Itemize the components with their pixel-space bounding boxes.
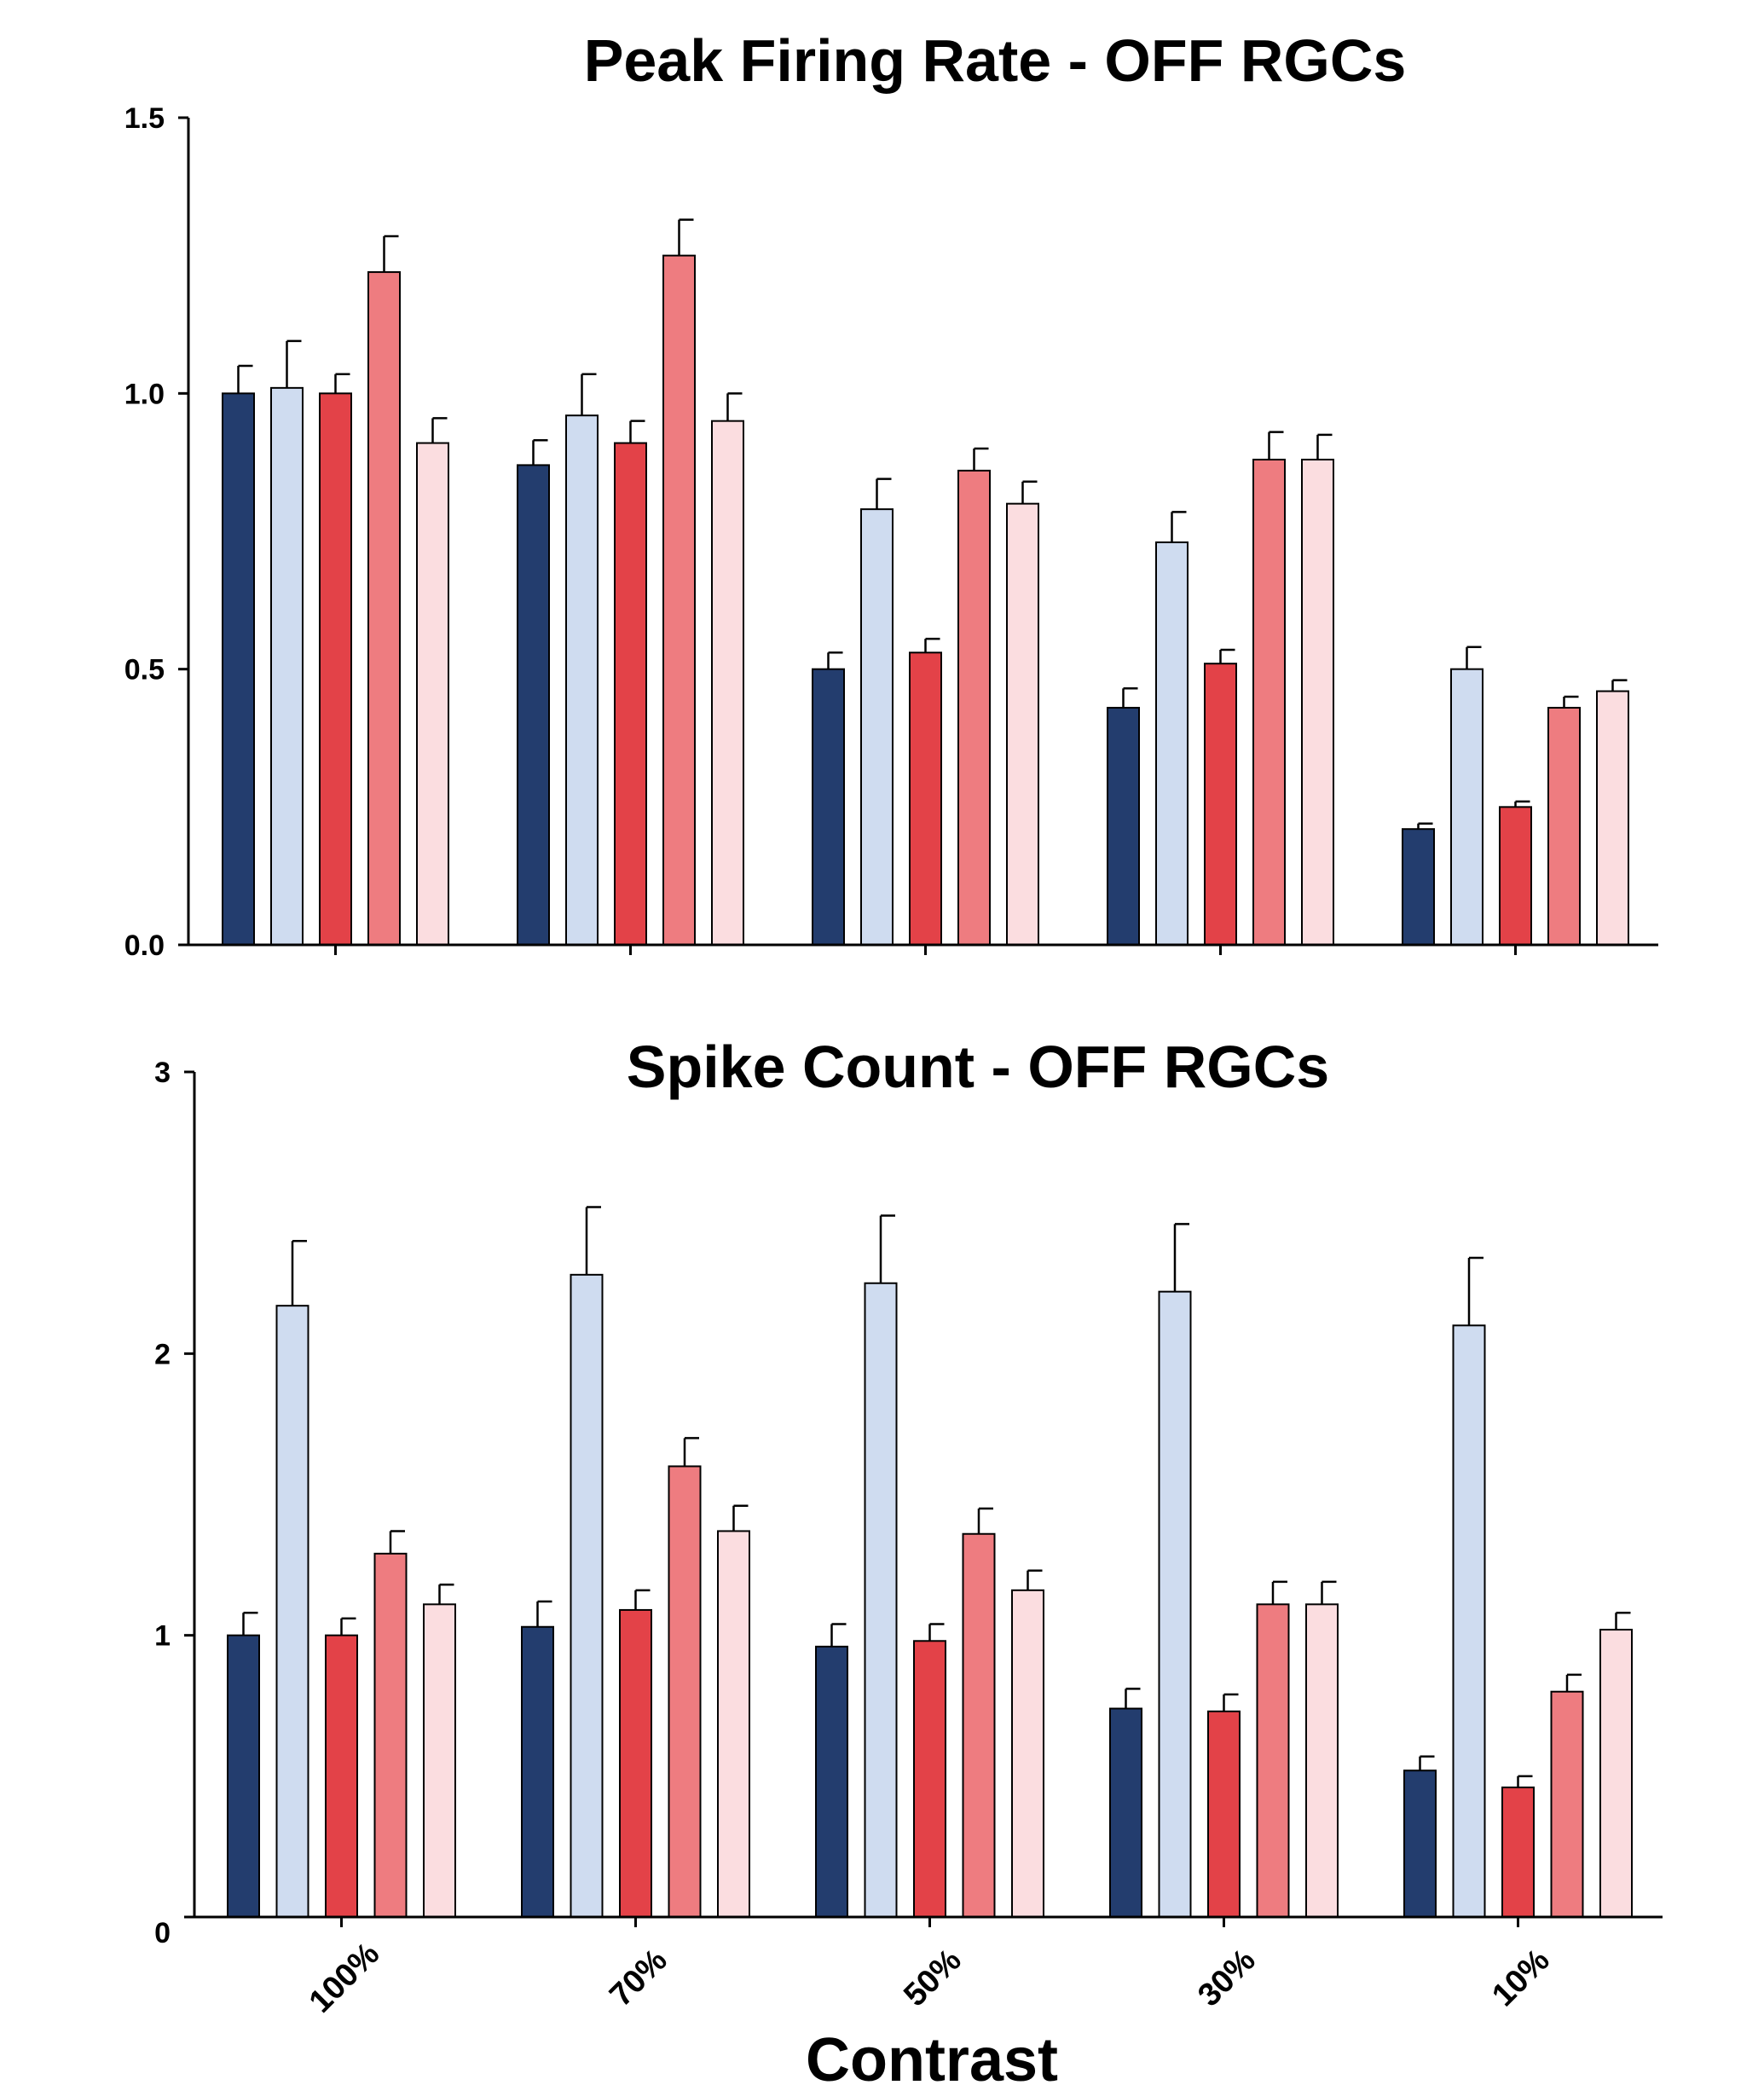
bar <box>416 442 449 946</box>
y-tick-label: 2 <box>154 1338 171 1370</box>
bar <box>1011 1589 1044 1919</box>
bar <box>909 652 942 946</box>
bar <box>962 1532 996 1919</box>
bar <box>815 1645 848 1918</box>
bar <box>619 1608 652 1918</box>
bar <box>1107 706 1140 947</box>
bar <box>1501 1787 1535 1918</box>
bar <box>1452 1324 1486 1919</box>
bar <box>423 1603 456 1918</box>
bar <box>1109 1707 1142 1919</box>
bar <box>860 508 894 947</box>
y-tick-label: 0 <box>154 1917 171 1949</box>
y-tick-label: 1.0 <box>124 378 165 410</box>
x-tick-label: 50% <box>897 1943 968 2013</box>
bar <box>275 1305 309 1918</box>
chart-title: Peak Firing Rate - OFF RGCs <box>584 27 1407 94</box>
bar <box>1499 806 1532 946</box>
y-tick-label: 0.0 <box>124 930 165 962</box>
bar <box>668 1465 702 1918</box>
bar <box>1155 541 1189 947</box>
bar <box>373 1552 408 1918</box>
bar <box>227 1634 260 1918</box>
y-tick-label: 0.5 <box>124 654 165 686</box>
bar <box>367 271 401 947</box>
bar <box>1006 502 1039 946</box>
y-tick-label: 3 <box>154 1057 171 1089</box>
bar <box>270 386 304 947</box>
chart-title: Spike Count - OFF RGCs <box>627 1034 1329 1100</box>
bar <box>1252 458 1286 946</box>
bar <box>1403 1769 1437 1918</box>
bar <box>614 442 647 946</box>
bar <box>717 1530 750 1919</box>
bar <box>517 464 550 946</box>
bar <box>1547 706 1581 947</box>
bar <box>325 1634 358 1918</box>
x-tick-label: 70% <box>603 1943 674 2013</box>
bar <box>1596 690 1629 946</box>
bar <box>864 1282 898 1918</box>
x-tick-label: 30% <box>1191 1943 1262 2013</box>
bar <box>565 414 599 946</box>
bar <box>1550 1690 1584 1918</box>
bar <box>521 1625 554 1919</box>
bar <box>957 469 991 946</box>
bar <box>222 392 255 947</box>
bar <box>1305 1603 1339 1918</box>
x-tick-label: 10% <box>1485 1943 1556 2013</box>
bar <box>711 420 744 946</box>
bar <box>1599 1629 1633 1919</box>
x-axis-title: Contrast <box>806 2026 1058 2085</box>
x-tick-label: 100% <box>303 1936 386 2019</box>
y-tick-label: 1.5 <box>124 102 165 135</box>
bar <box>662 254 696 946</box>
bar <box>913 1640 946 1918</box>
bar <box>1450 668 1483 947</box>
bar <box>570 1273 604 1918</box>
spike-count-chart: Spike Count - OFF RGCs Contrast 0 1 2 3 100%… <box>154 1034 1663 2085</box>
bar <box>812 668 845 947</box>
bar <box>1301 458 1334 946</box>
bar <box>1256 1603 1290 1918</box>
y-tick-label: 1 <box>154 1620 171 1653</box>
bar <box>1158 1290 1192 1919</box>
bar <box>1207 1710 1241 1919</box>
bar <box>1402 828 1435 947</box>
bar <box>319 392 352 947</box>
bar <box>1204 663 1237 946</box>
peak-firing-rate-chart: Peak Firing Rate - OFF RGCs 0.0 0.5 1.0 1.5 <box>124 27 1658 962</box>
